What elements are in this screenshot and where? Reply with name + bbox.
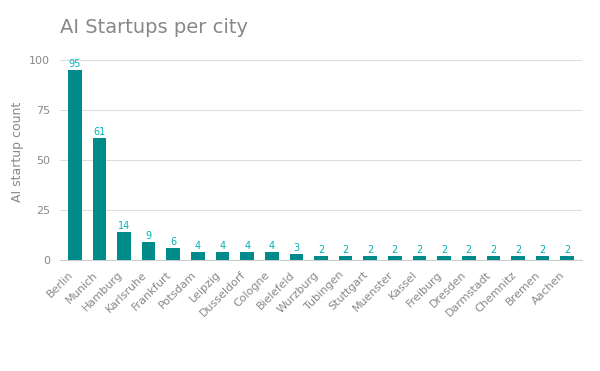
- Bar: [413, 256, 426, 260]
- Text: 2: 2: [343, 245, 349, 255]
- Text: 9: 9: [146, 231, 152, 241]
- Bar: [68, 70, 82, 260]
- Bar: [536, 256, 550, 260]
- Bar: [437, 256, 451, 260]
- Text: 2: 2: [539, 245, 546, 255]
- Bar: [191, 252, 205, 260]
- Text: 4: 4: [244, 241, 250, 251]
- Bar: [560, 256, 574, 260]
- Bar: [339, 256, 352, 260]
- Text: 2: 2: [490, 245, 496, 255]
- Bar: [487, 256, 500, 260]
- Bar: [388, 256, 401, 260]
- Text: 2: 2: [441, 245, 447, 255]
- Bar: [166, 248, 180, 260]
- Y-axis label: AI startup count: AI startup count: [11, 102, 24, 202]
- Text: 2: 2: [392, 245, 398, 255]
- Bar: [142, 242, 155, 260]
- Bar: [462, 256, 476, 260]
- Text: 14: 14: [118, 221, 130, 231]
- Bar: [216, 252, 229, 260]
- Text: 6: 6: [170, 237, 176, 247]
- Text: 2: 2: [466, 245, 472, 255]
- Bar: [92, 138, 106, 260]
- Text: 4: 4: [269, 241, 275, 251]
- Text: 4: 4: [195, 241, 201, 251]
- Text: AI Startups per city: AI Startups per city: [60, 19, 248, 37]
- Bar: [290, 254, 303, 260]
- Bar: [314, 256, 328, 260]
- Text: 61: 61: [93, 127, 106, 137]
- Text: 95: 95: [68, 59, 81, 69]
- Bar: [265, 252, 278, 260]
- Text: 2: 2: [564, 245, 571, 255]
- Text: 4: 4: [220, 241, 226, 251]
- Text: 2: 2: [515, 245, 521, 255]
- Bar: [241, 252, 254, 260]
- Bar: [117, 232, 131, 260]
- Text: 2: 2: [416, 245, 422, 255]
- Text: 2: 2: [367, 245, 373, 255]
- Bar: [364, 256, 377, 260]
- Text: 3: 3: [293, 243, 299, 253]
- Text: 2: 2: [318, 245, 324, 255]
- Bar: [511, 256, 525, 260]
